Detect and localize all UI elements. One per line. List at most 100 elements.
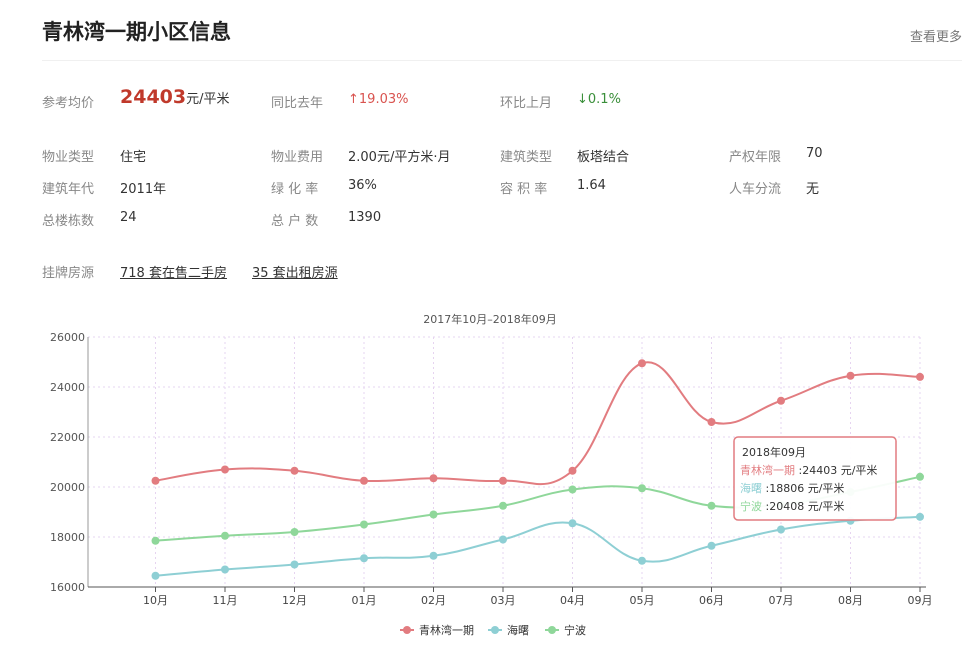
- data-point: [707, 418, 716, 426]
- data-point: [638, 359, 646, 368]
- y-tick-label: 20000: [50, 481, 85, 494]
- data-point: [290, 528, 299, 536]
- data-point: [429, 510, 438, 519]
- x-tick-label: 06月: [699, 594, 724, 607]
- tooltip-unit: 元/平米: [808, 500, 845, 513]
- info-value: 1.64: [577, 178, 606, 193]
- data-point: [429, 551, 438, 560]
- tooltip-unit: 元/平米: [841, 464, 878, 477]
- ref-price-value: 24403: [120, 86, 187, 108]
- data-point: [151, 536, 160, 545]
- page-title: 青林湾一期小区信息: [42, 20, 231, 44]
- data-point: [777, 396, 785, 405]
- info-label: 建筑年代: [42, 182, 95, 197]
- chart-title: 2017年10月–2018年09月: [423, 312, 556, 326]
- data-point: [638, 556, 646, 565]
- mom-label: 环比上月: [500, 96, 553, 111]
- tooltip-series-name: 宁波: [740, 499, 762, 513]
- x-tick-label: 02月: [421, 594, 446, 607]
- tooltip-title: 2018年09月: [742, 445, 806, 459]
- data-point: [360, 476, 368, 485]
- tooltip-value: 24403: [802, 464, 837, 477]
- view-more-link[interactable]: 查看更多: [909, 30, 962, 45]
- info-label: 总 户 数: [271, 214, 319, 229]
- info-label: 物业费用: [271, 150, 324, 165]
- info-label: 总楼栋数: [42, 214, 95, 229]
- y-tick-label: 16000: [50, 581, 85, 594]
- for-rent-link[interactable]: 35 套出租房源: [252, 266, 338, 281]
- tooltip-series-name: 海曙: [740, 481, 762, 495]
- data-point: [568, 466, 577, 475]
- info-label: 建筑类型: [500, 150, 553, 165]
- arrow-down-icon: ↓: [577, 92, 588, 107]
- mom-change: ↓0.1%: [577, 92, 621, 107]
- tooltip-series-name: 青林湾一期: [740, 463, 795, 477]
- x-tick-label: 07月: [769, 594, 794, 607]
- data-point: [916, 512, 924, 521]
- mom-value: 0.1%: [587, 92, 621, 107]
- data-point: [290, 560, 299, 569]
- info-label: 产权年限: [729, 150, 782, 165]
- arrow-up-icon: ↑: [348, 92, 359, 107]
- info-value: 2.00元/平方米·月: [348, 150, 451, 165]
- data-point: [777, 525, 785, 534]
- yoy-label: 同比去年: [271, 96, 324, 111]
- x-tick-label: 01月: [352, 594, 377, 607]
- tooltip-line: 海曙 :18806 元/平米: [740, 481, 844, 495]
- y-tick-label: 22000: [50, 431, 85, 444]
- data-point: [499, 535, 507, 544]
- data-point: [151, 571, 160, 580]
- legend-label: 宁波: [564, 623, 586, 637]
- data-point: [707, 501, 716, 510]
- data-point: [916, 372, 924, 381]
- y-tick-label: 18000: [50, 531, 85, 544]
- data-point: [638, 484, 646, 493]
- y-tick-label: 26000: [50, 331, 85, 344]
- x-tick-label: 04月: [560, 594, 585, 607]
- data-point: [151, 476, 160, 485]
- info-value: 2011年: [120, 182, 167, 197]
- info-label: 人车分流: [729, 182, 782, 197]
- data-point: [360, 554, 368, 563]
- chart-legend: 青林湾一期 海曙 宁波: [400, 623, 586, 637]
- info-value: 24: [120, 210, 137, 225]
- data-point: [916, 472, 924, 481]
- data-point: [290, 466, 299, 475]
- divider: [42, 60, 962, 61]
- chart-axes: 16000 18000 20000 22000 24000 26000 10月 11月 12月 0…: [50, 331, 933, 607]
- tooltip-line: 青林湾一期 :24403 元/平米: [740, 463, 877, 477]
- data-point: [499, 501, 507, 510]
- legend-swatch-dot: [403, 626, 411, 634]
- listing-label: 挂牌房源: [42, 266, 95, 281]
- data-point: [221, 465, 229, 474]
- y-tick-label: 24000: [50, 381, 85, 394]
- tooltip-unit: 元/平米: [808, 482, 845, 495]
- yoy-value: 19.03%: [358, 92, 409, 107]
- info-value: 36%: [348, 178, 377, 193]
- info-value: 板塔结合: [577, 150, 630, 165]
- info-label: 容 积 率: [500, 182, 548, 197]
- legend-swatch-dot: [548, 626, 556, 634]
- data-point: [221, 531, 229, 540]
- legend-item[interactable]: 青林湾一期: [400, 623, 474, 637]
- x-tick-label: 03月: [491, 594, 516, 607]
- for-sale-link[interactable]: 718 套在售二手房: [120, 266, 227, 281]
- tooltip-value: 20408: [769, 500, 804, 513]
- data-point: [568, 485, 577, 494]
- info-value: 住宅: [120, 150, 147, 165]
- series-line: [155, 515, 921, 577]
- tooltip-line: 宁波 :20408 元/平米: [740, 499, 844, 513]
- x-tick-label: 10月: [143, 594, 168, 607]
- tooltip-value: 18806: [769, 482, 804, 495]
- x-tick-label: 05月: [630, 594, 655, 607]
- info-value: 1390: [348, 210, 382, 225]
- data-point: [846, 371, 855, 380]
- price-trend-chart: 2017年10月–2018年09月 16000 18000 20000 22000 24…: [50, 312, 933, 637]
- data-point: [360, 520, 368, 529]
- legend-item[interactable]: 宁波: [545, 623, 586, 637]
- data-point: [429, 474, 438, 483]
- legend-item[interactable]: 海曙: [488, 623, 529, 637]
- data-point: [707, 541, 716, 550]
- tooltip-box: [733, 436, 897, 521]
- ref-price-label: 参考均价: [42, 96, 95, 111]
